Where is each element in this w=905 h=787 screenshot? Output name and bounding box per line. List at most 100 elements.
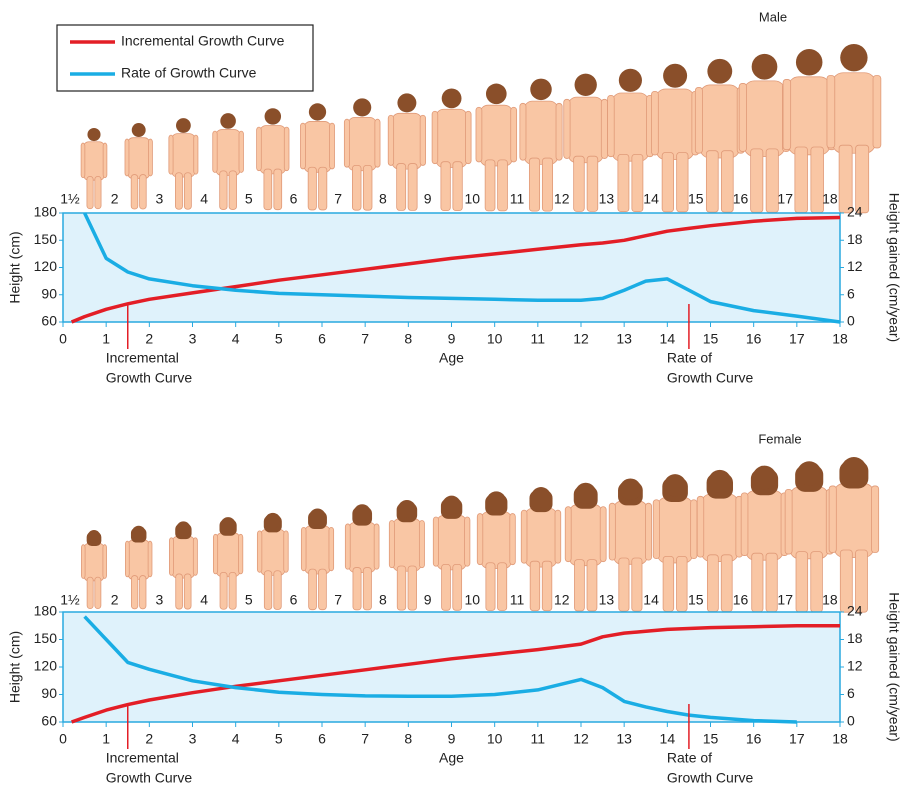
figure-leg (752, 553, 763, 612)
figure (257, 108, 289, 209)
figure-leg (264, 571, 271, 610)
figure-arm (81, 143, 85, 178)
x-tick-label: 18 (832, 331, 848, 347)
figure-leg (721, 555, 732, 612)
figure-body (304, 526, 330, 574)
figure-leg (309, 569, 317, 610)
figure-leg (587, 560, 597, 611)
figure-head (487, 491, 506, 510)
figure-body (260, 126, 286, 174)
figure-leg (811, 552, 823, 612)
figure-arm (785, 489, 792, 554)
figure-arm (565, 507, 571, 562)
figure-leg (632, 154, 643, 211)
figure-body (84, 142, 105, 181)
figure-label: 8 (379, 592, 387, 608)
annotation-text: Growth Curve (667, 770, 754, 786)
figure-arm (329, 527, 334, 570)
figure-arm (555, 510, 561, 563)
figure-arm (511, 107, 517, 162)
figure-body (260, 529, 285, 575)
figure-arm (420, 115, 425, 165)
figure-label: 4 (200, 191, 208, 207)
x-tick-label: 9 (448, 731, 456, 747)
y-tick-label: 180 (34, 204, 58, 220)
y-tick-label: 150 (34, 231, 58, 247)
x-tick-label: 1 (102, 331, 110, 347)
figure-leg (397, 566, 406, 610)
annotation-text: Growth Curve (106, 370, 193, 386)
figure-label: 16 (733, 592, 749, 608)
figure-leg (95, 176, 101, 208)
x-tick-label: 18 (832, 731, 848, 747)
figure (125, 123, 152, 209)
figure-body (834, 483, 874, 557)
figure (213, 517, 242, 609)
x-tick-label: 7 (361, 731, 369, 747)
figure-arm (691, 500, 697, 559)
figure-label: 4 (200, 592, 208, 608)
figure-body (525, 508, 557, 567)
figure-body (790, 487, 829, 559)
figure (301, 509, 333, 610)
figure-body (348, 117, 377, 170)
figure-leg (498, 563, 507, 611)
figure-body (568, 97, 603, 163)
figure-label: 5 (245, 592, 253, 608)
x-tick-label: 6 (318, 331, 326, 347)
figure-body (172, 536, 195, 578)
figure-head (797, 461, 821, 485)
figure-body (657, 498, 692, 563)
figure-arm (783, 79, 791, 149)
figure-arm (477, 514, 483, 565)
figure-leg (220, 171, 227, 210)
figure-leg (408, 566, 417, 610)
figure-leg (184, 574, 191, 609)
figure-body (481, 512, 512, 569)
figure-leg (87, 577, 93, 609)
figure-body (172, 134, 195, 177)
figure-arm (871, 486, 878, 553)
figure-head (753, 466, 777, 490)
figure-leg (131, 175, 138, 209)
figure-arm (300, 123, 305, 169)
figure (300, 103, 334, 210)
figure-label: 7 (334, 191, 342, 207)
figure-leg (453, 564, 462, 610)
figure-body (612, 93, 649, 161)
figure-arm (388, 115, 393, 165)
figure-arm (257, 127, 262, 171)
figure (388, 93, 425, 210)
x-tick-label: 9 (448, 331, 456, 347)
x-tick-label: 6 (318, 731, 326, 747)
figure-leg (707, 555, 718, 612)
figure-leg (353, 568, 361, 610)
figure-label: 13 (599, 191, 615, 207)
x-tick-label: 11 (531, 731, 546, 747)
figure-leg (352, 165, 361, 210)
figure-leg (498, 160, 508, 211)
annotation-text: Rate of (667, 350, 712, 366)
figure-label: 17 (777, 592, 793, 608)
x-tick-label: 14 (660, 331, 676, 347)
figure-head (265, 108, 281, 124)
y-tick-label: 60 (41, 313, 57, 329)
figure-arm (827, 75, 835, 147)
figure-leg (308, 167, 316, 210)
figure-arm (344, 119, 349, 167)
figure (389, 500, 424, 610)
figure-label: 6 (290, 592, 298, 608)
figure-head (752, 54, 778, 80)
figure-arm (103, 143, 107, 178)
figure-label: 2 (111, 191, 119, 207)
y-axis-label: Height (cm) (7, 631, 23, 703)
x-tick-label: 0 (59, 731, 67, 747)
figure-arm (374, 524, 379, 569)
figure-leg (229, 572, 236, 609)
figure-arm (148, 139, 152, 176)
figure-arm (465, 111, 471, 163)
x-tick-label: 0 (59, 331, 67, 347)
y2-tick-label: 24 (847, 603, 863, 619)
figure-arm (476, 107, 482, 162)
x-tick-label: 12 (573, 731, 589, 747)
